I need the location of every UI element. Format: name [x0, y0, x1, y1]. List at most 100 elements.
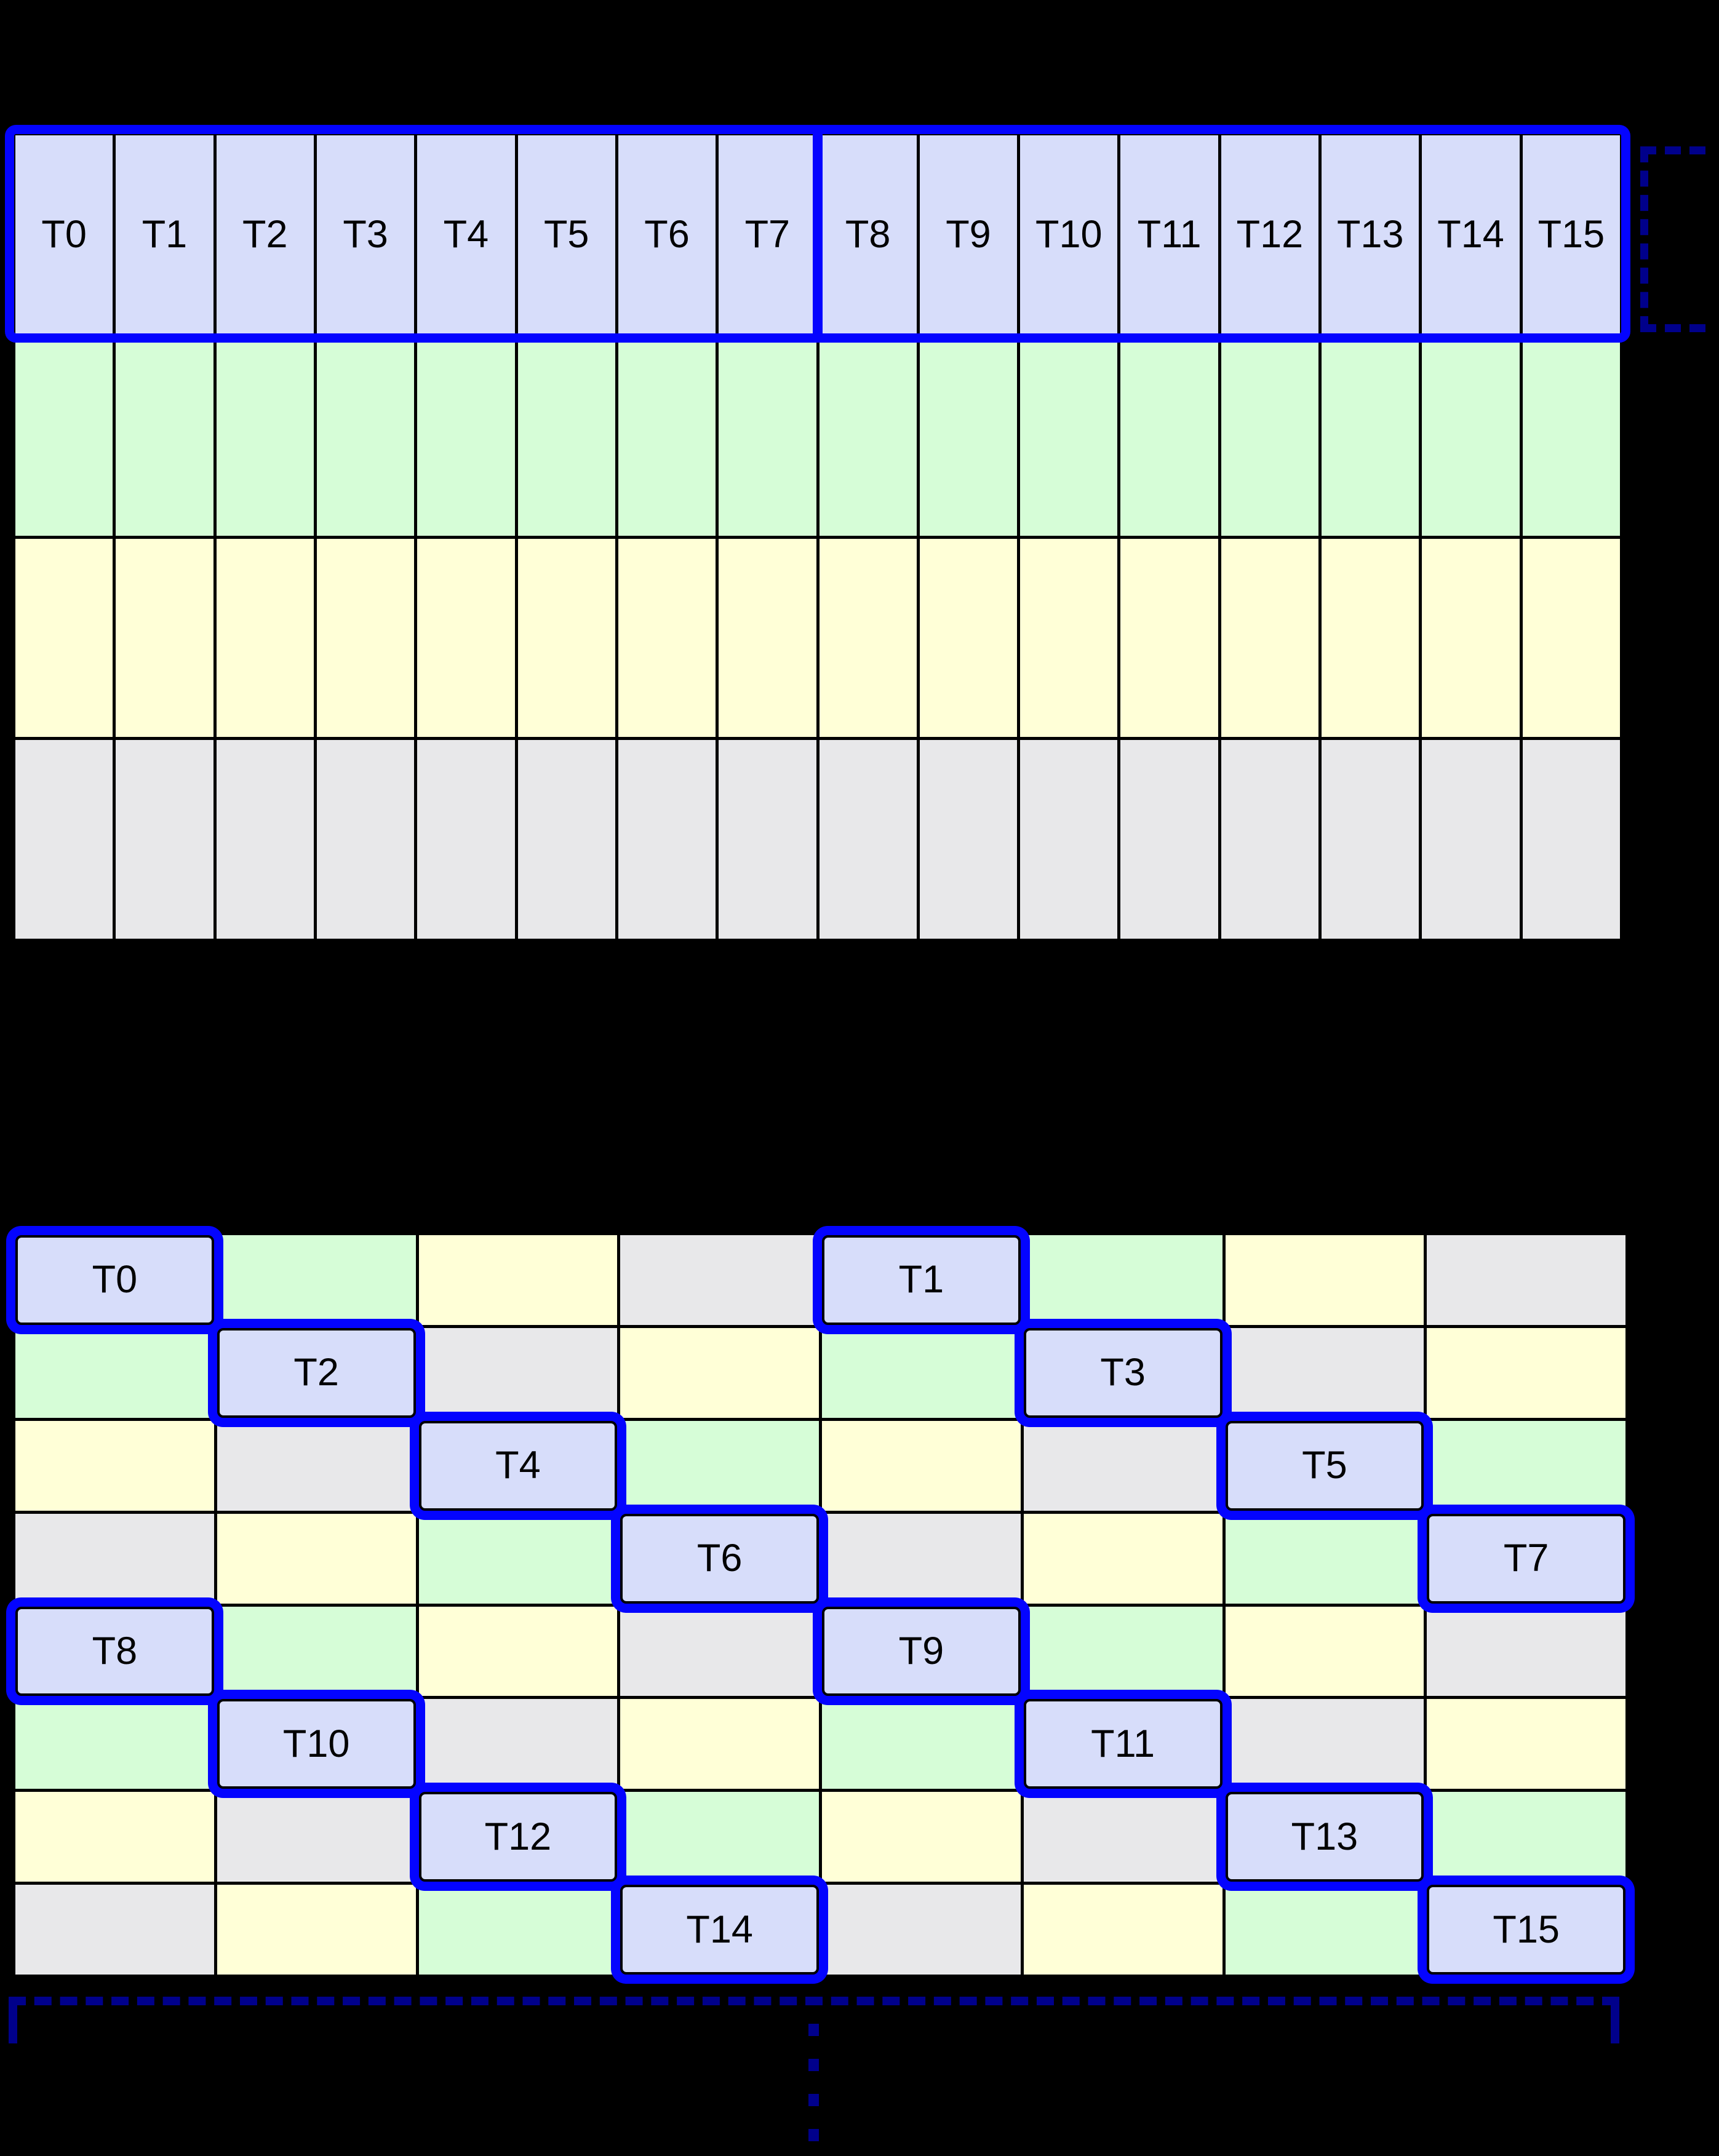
- top-grid-cell: [1120, 740, 1218, 939]
- top-grid-cell: [1020, 538, 1118, 738]
- bottom-thread-cell-T15: T15: [1427, 1885, 1625, 1975]
- bottom-grid-cell: [620, 1792, 819, 1882]
- top-thread-cell-T15: T15: [1522, 135, 1620, 334]
- top-grid-cell: [919, 740, 1018, 939]
- bottom-grid-cell: [620, 1327, 819, 1418]
- bottom-thread-cell-T8: T8: [15, 1606, 214, 1697]
- bottom-grid-cell: [418, 1513, 618, 1604]
- top-thread-cell-T6: T6: [618, 135, 716, 334]
- top-grid-cell: [1120, 538, 1218, 738]
- top-grid-cell: [1221, 538, 1319, 738]
- top-grid-cell: [116, 336, 213, 536]
- bottom-grid-cell: [1427, 1420, 1625, 1511]
- top-thread-cell-T1: T1: [116, 135, 213, 334]
- top-grid-cell: [719, 740, 816, 939]
- bottom-grid-cell: [1023, 1420, 1222, 1511]
- top-grid-cell: [618, 538, 716, 738]
- bottom-grid-cell: [1427, 1792, 1625, 1882]
- bottom-grid-cell: [1023, 1513, 1222, 1604]
- bottom-grid-cell: [1225, 1606, 1424, 1697]
- top-grid-cell: [15, 336, 113, 536]
- top-grid-cell: [719, 538, 816, 738]
- top-grid-cell: [1221, 336, 1319, 536]
- top-grid-cell: [719, 336, 816, 536]
- top-thread-cell-T8: T8: [819, 135, 917, 334]
- bottom-grid-cell: [1225, 1885, 1424, 1975]
- bottom-grid-cell: [217, 1235, 416, 1325]
- top-grid-cell: [116, 740, 213, 939]
- bottom-grid-cell: [620, 1699, 819, 1789]
- bottom-thread-cell-T13: T13: [1225, 1792, 1424, 1882]
- bottom-grid: T0 T1 T2 T3 T4 T5 T6 T7 T8 T9 T10 T11 T12 T13 T14 T15: [12, 1232, 1629, 1978]
- top-thread-cell-T4: T4: [417, 135, 515, 334]
- bottom-grid-cell: [217, 1885, 416, 1975]
- top-thread-cell-T14: T14: [1422, 135, 1520, 334]
- top-grid-cell: [316, 336, 415, 536]
- bottom-grid-cell: [620, 1235, 819, 1325]
- bottom-thread-cell-T1: T1: [822, 1235, 1021, 1325]
- top-thread-cell-T0: T0: [15, 135, 113, 334]
- row-height-bracket: [1640, 146, 1705, 332]
- top-thread-cell-T2: T2: [216, 135, 314, 334]
- bottom-grid-cell: [15, 1885, 214, 1975]
- bottom-grid-cell: [620, 1606, 819, 1697]
- bottom-grid-cell: [217, 1792, 416, 1882]
- bottom-grid-cell: [822, 1792, 1021, 1882]
- top-grid-cell: [517, 740, 615, 939]
- bottom-thread-cell-T12: T12: [418, 1792, 618, 1882]
- bottom-grid-cell: [822, 1327, 1021, 1418]
- top-grid-cell: [618, 740, 716, 939]
- top-grid-cell: [1422, 740, 1520, 939]
- bottom-grid-cell: [15, 1420, 214, 1511]
- bottom-thread-cell-T2: T2: [217, 1327, 416, 1418]
- top-grid-cell: [819, 740, 917, 939]
- top-grid-cell: [1322, 538, 1419, 738]
- top-grid-cell: [1221, 740, 1319, 939]
- top-grid-cell: [1522, 538, 1620, 738]
- bottom-thread-cell-T0: T0: [15, 1235, 214, 1325]
- top-grid-cell: [316, 538, 415, 738]
- bottom-grid-cell: [217, 1513, 416, 1604]
- bottom-grid-cell: [1225, 1699, 1424, 1789]
- bottom-grid-cell: [418, 1327, 618, 1418]
- top-thread-cell-T10: T10: [1020, 135, 1118, 334]
- top-grid-cell: [1020, 336, 1118, 536]
- bottom-thread-cell-T9: T9: [822, 1606, 1021, 1697]
- top-thread-cell-T3: T3: [316, 135, 415, 334]
- bottom-grid-cell: [1427, 1327, 1625, 1418]
- top-grid-cell: [216, 538, 314, 738]
- bottom-grid-cell: [418, 1885, 618, 1975]
- top-grid-cell: [919, 538, 1018, 738]
- top-grid-cell: [618, 336, 716, 536]
- top-grid-cell: [116, 538, 213, 738]
- bottom-thread-cell-T5: T5: [1225, 1420, 1424, 1511]
- top-grid-cell: [15, 538, 113, 738]
- bottom-grid-cell: [822, 1420, 1021, 1511]
- top-grid-cell: [15, 740, 113, 939]
- top-thread-cell-T11: T11: [1120, 135, 1218, 334]
- bottom-grid-cell: [217, 1420, 416, 1511]
- top-thread-cell-T7: T7: [719, 135, 816, 334]
- bottom-grid-cell: [418, 1235, 618, 1325]
- bottom-grid-cell: [1427, 1606, 1625, 1697]
- bottom-grid-cell: [15, 1699, 214, 1789]
- top-thread-cell-T9: T9: [919, 135, 1018, 334]
- top-grid-cell: [417, 538, 515, 738]
- top-thread-cell-T13: T13: [1322, 135, 1419, 334]
- top-grid-cell: [216, 740, 314, 939]
- top-grid: T0 T1 T2 T3 T4 T5 T6 T7 T8 T9 T10 T11 T12 T13 T14 T15: [12, 132, 1623, 942]
- top-thread-cell-T5: T5: [517, 135, 615, 334]
- bottom-grid-cell: [1225, 1235, 1424, 1325]
- bottom-grid-cell: [15, 1513, 214, 1604]
- bottom-grid-cell: [15, 1327, 214, 1418]
- top-grid-cell: [417, 336, 515, 536]
- bottom-grid-cell: [1023, 1885, 1222, 1975]
- top-grid-cell: [1322, 336, 1419, 536]
- top-grid-cell: [819, 538, 917, 738]
- bottom-grid-cell: [620, 1420, 819, 1511]
- bottom-thread-cell-T11: T11: [1023, 1699, 1222, 1789]
- bottom-grid-cell: [1225, 1327, 1424, 1418]
- top-grid-cell: [1020, 740, 1118, 939]
- bottom-grid-cell: [822, 1513, 1021, 1604]
